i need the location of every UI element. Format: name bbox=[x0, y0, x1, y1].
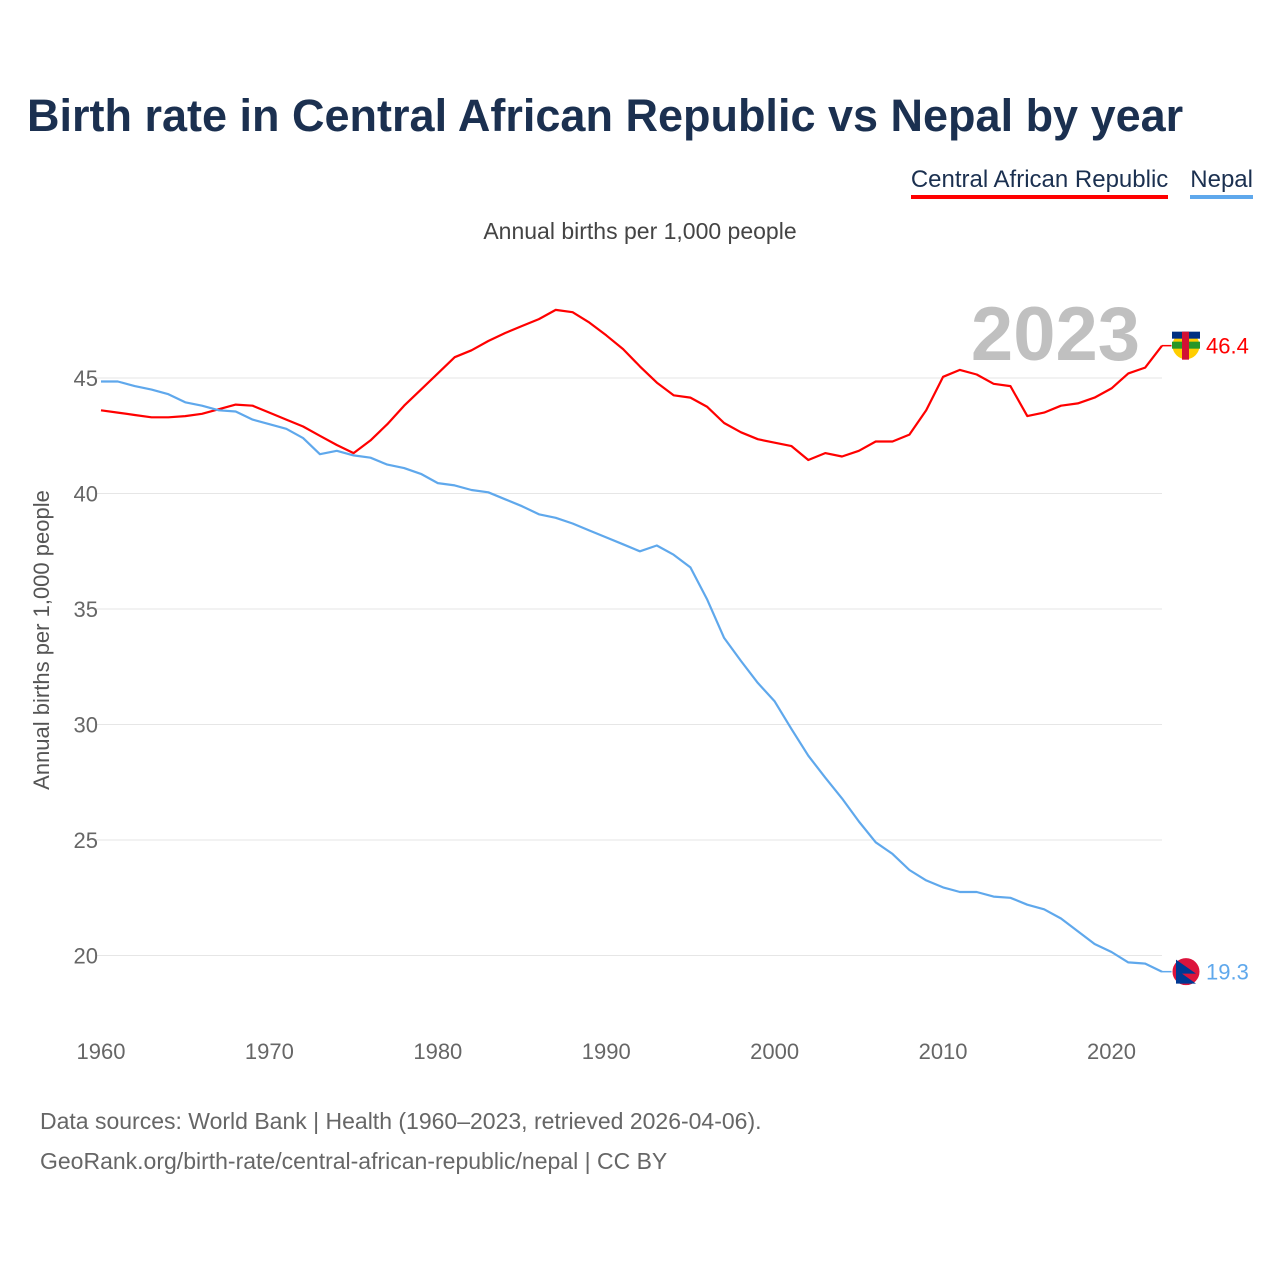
y-tick-label: 40 bbox=[74, 482, 98, 507]
legend-item-nepal[interactable]: Nepal bbox=[1190, 166, 1253, 199]
chart-title: Birth rate in Central African Republic v… bbox=[27, 90, 1184, 141]
y-tick-label: 30 bbox=[74, 713, 98, 738]
year-watermark: 2023 bbox=[971, 292, 1140, 377]
end-value-label: 19.3 bbox=[1206, 960, 1249, 985]
x-tick-label: 1970 bbox=[245, 1039, 294, 1064]
flag-shape bbox=[1176, 959, 1196, 984]
series-line-car bbox=[100, 308, 1163, 462]
x-tick-label: 1990 bbox=[582, 1039, 631, 1064]
end-value-label: 46.4 bbox=[1206, 334, 1249, 359]
y-tick-label: 20 bbox=[74, 944, 98, 969]
series-line-nepal bbox=[101, 380, 1163, 973]
x-tick-label: 2000 bbox=[750, 1039, 799, 1064]
flag-stripe bbox=[1182, 331, 1189, 360]
x-tick-label: 2020 bbox=[1087, 1039, 1136, 1064]
x-tick-label: 1960 bbox=[77, 1039, 126, 1064]
y-tick-label: 25 bbox=[74, 828, 98, 853]
source-url[interactable]: GeoRank.org/birth-rate/central-african-r… bbox=[40, 1148, 668, 1174]
y-tick-label: 35 bbox=[74, 597, 98, 622]
chart-subtitle: Annual births per 1,000 people bbox=[483, 218, 797, 244]
source-note: Data sources: World Bank | Health (1960–… bbox=[40, 1108, 762, 1134]
legend: Central African Republic Nepal bbox=[910, 166, 1253, 199]
x-tick-label: 1980 bbox=[413, 1039, 462, 1064]
y-tick-label: 45 bbox=[74, 366, 98, 391]
legend-item-car[interactable]: Central African Republic bbox=[910, 166, 1169, 199]
x-tick-label: 2010 bbox=[919, 1039, 968, 1064]
